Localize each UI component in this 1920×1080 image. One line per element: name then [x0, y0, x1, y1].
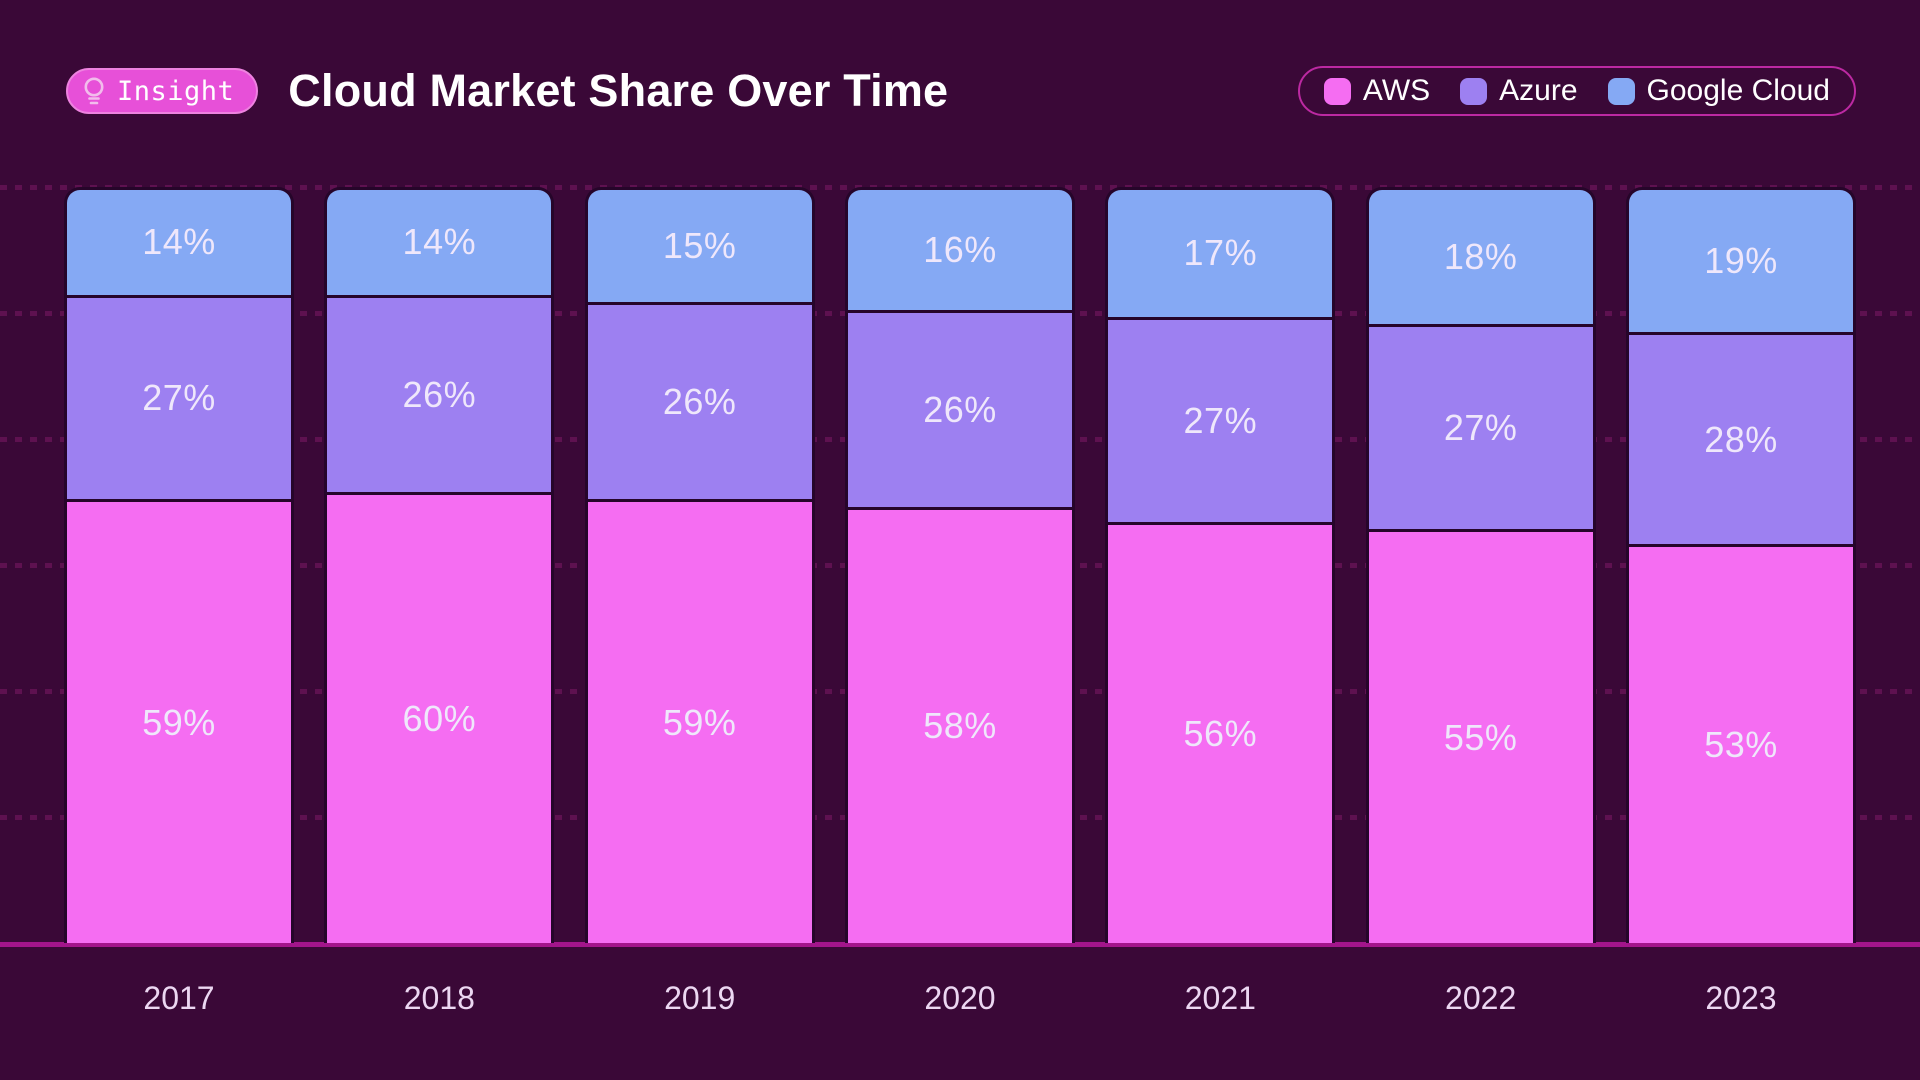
segment-google-cloud-2020: 16%	[844, 187, 1075, 310]
segment-aws-2017: 59%	[64, 499, 294, 943]
bar-2021: 17% 27% 56%	[1105, 187, 1336, 943]
bar-2018: 14% 26% 60%	[324, 187, 555, 943]
segment-aws-2018: 60%	[324, 491, 555, 943]
insight-badge: Insight	[66, 68, 259, 114]
segment-value-label: 26%	[402, 373, 477, 415]
segment-value-label: 27%	[1183, 399, 1258, 441]
segment-aws-2019: 59%	[584, 499, 815, 943]
bar-2019: 15% 26% 59%	[584, 187, 815, 943]
segment-azure-2021: 27%	[1105, 316, 1336, 522]
segment-azure-2018: 26%	[324, 294, 555, 492]
x-axis-label-2018: 2018	[403, 980, 475, 1016]
header: Insight Cloud Market Share Over Time AWS…	[66, 64, 1856, 118]
x-axis-labels: 2017 2018 2019 2020 2021 2022 2023	[64, 980, 1856, 1017]
bars-container: 14% 27% 59% 14% 26% 60% 15% 26% 59% 16% 26% 58% 17% 2…	[64, 187, 1856, 943]
segment-value-label: 15%	[662, 225, 737, 267]
segment-google-cloud-2017: 14%	[64, 187, 294, 295]
legend-item-azure[interactable]: Azure	[1460, 74, 1578, 108]
segment-google-cloud-2023: 19%	[1625, 187, 1856, 332]
segment-azure-2017: 27%	[64, 294, 294, 500]
segment-value-label: 19%	[1704, 239, 1778, 281]
legend-item-aws[interactable]: AWS	[1323, 74, 1431, 108]
bar-2022: 18% 27% 55%	[1365, 187, 1596, 943]
x-axis-label-2022: 2022	[1445, 980, 1517, 1016]
x-axis-line	[0, 942, 1920, 947]
segment-value-label: 28%	[1704, 418, 1778, 460]
segment-azure-2020: 26%	[844, 309, 1075, 507]
segment-value-label: 27%	[1443, 407, 1518, 449]
insight-badge-label: Insight	[117, 75, 235, 107]
segment-aws-2020: 58%	[844, 506, 1075, 943]
x-axis-label-2019: 2019	[664, 980, 736, 1016]
x-axis-label-2017: 2017	[143, 980, 215, 1016]
segment-value-label: 14%	[402, 221, 477, 263]
bar-2023: 19% 28% 53%	[1625, 187, 1856, 943]
segment-azure-2023: 28%	[1625, 331, 1856, 545]
segment-value-label: 55%	[1443, 716, 1518, 758]
segment-aws-2022: 55%	[1365, 529, 1596, 943]
segment-value-label: 60%	[402, 697, 477, 739]
segment-azure-2022: 27%	[1365, 324, 1596, 530]
legend-swatch	[1323, 77, 1351, 105]
segment-google-cloud-2018: 14%	[324, 187, 555, 295]
x-axis-label-2023: 2023	[1705, 980, 1777, 1016]
segment-value-label: 56%	[1183, 712, 1258, 754]
segment-value-label: 18%	[1443, 236, 1518, 278]
legend-swatch	[1460, 77, 1488, 105]
segment-value-label: 27%	[142, 377, 216, 419]
segment-google-cloud-2022: 18%	[1365, 187, 1596, 325]
segment-google-cloud-2019: 15%	[584, 187, 815, 303]
segment-azure-2019: 26%	[584, 302, 815, 500]
legend: AWS Azure Google Cloud	[1297, 66, 1856, 116]
segment-aws-2021: 56%	[1105, 521, 1336, 943]
x-axis-label-2021: 2021	[1184, 980, 1256, 1016]
lightbulb-icon	[84, 77, 104, 105]
segment-value-label: 14%	[142, 221, 216, 263]
page-title: Cloud Market Share Over Time	[288, 65, 949, 116]
segment-value-label: 59%	[662, 701, 737, 743]
segment-value-label: 58%	[923, 705, 997, 747]
segment-value-label: 53%	[1704, 724, 1778, 766]
bar-2020: 16% 26% 58%	[844, 187, 1075, 943]
legend-label: Azure	[1499, 74, 1578, 107]
segment-value-label: 17%	[1183, 232, 1258, 274]
x-axis-label-2020: 2020	[924, 980, 996, 1016]
segment-value-label: 59%	[142, 701, 216, 743]
legend-item-google-cloud[interactable]: Google Cloud	[1607, 74, 1830, 108]
segment-value-label: 26%	[923, 388, 997, 430]
segment-value-label: 16%	[923, 228, 997, 270]
legend-swatch	[1607, 77, 1635, 105]
legend-label: AWS	[1362, 74, 1431, 107]
segment-google-cloud-2021: 17%	[1105, 187, 1336, 317]
segment-value-label: 26%	[662, 381, 737, 423]
bar-2017: 14% 27% 59%	[64, 187, 294, 943]
segment-aws-2023: 53%	[1625, 544, 1856, 943]
legend-label: Google Cloud	[1646, 74, 1830, 107]
